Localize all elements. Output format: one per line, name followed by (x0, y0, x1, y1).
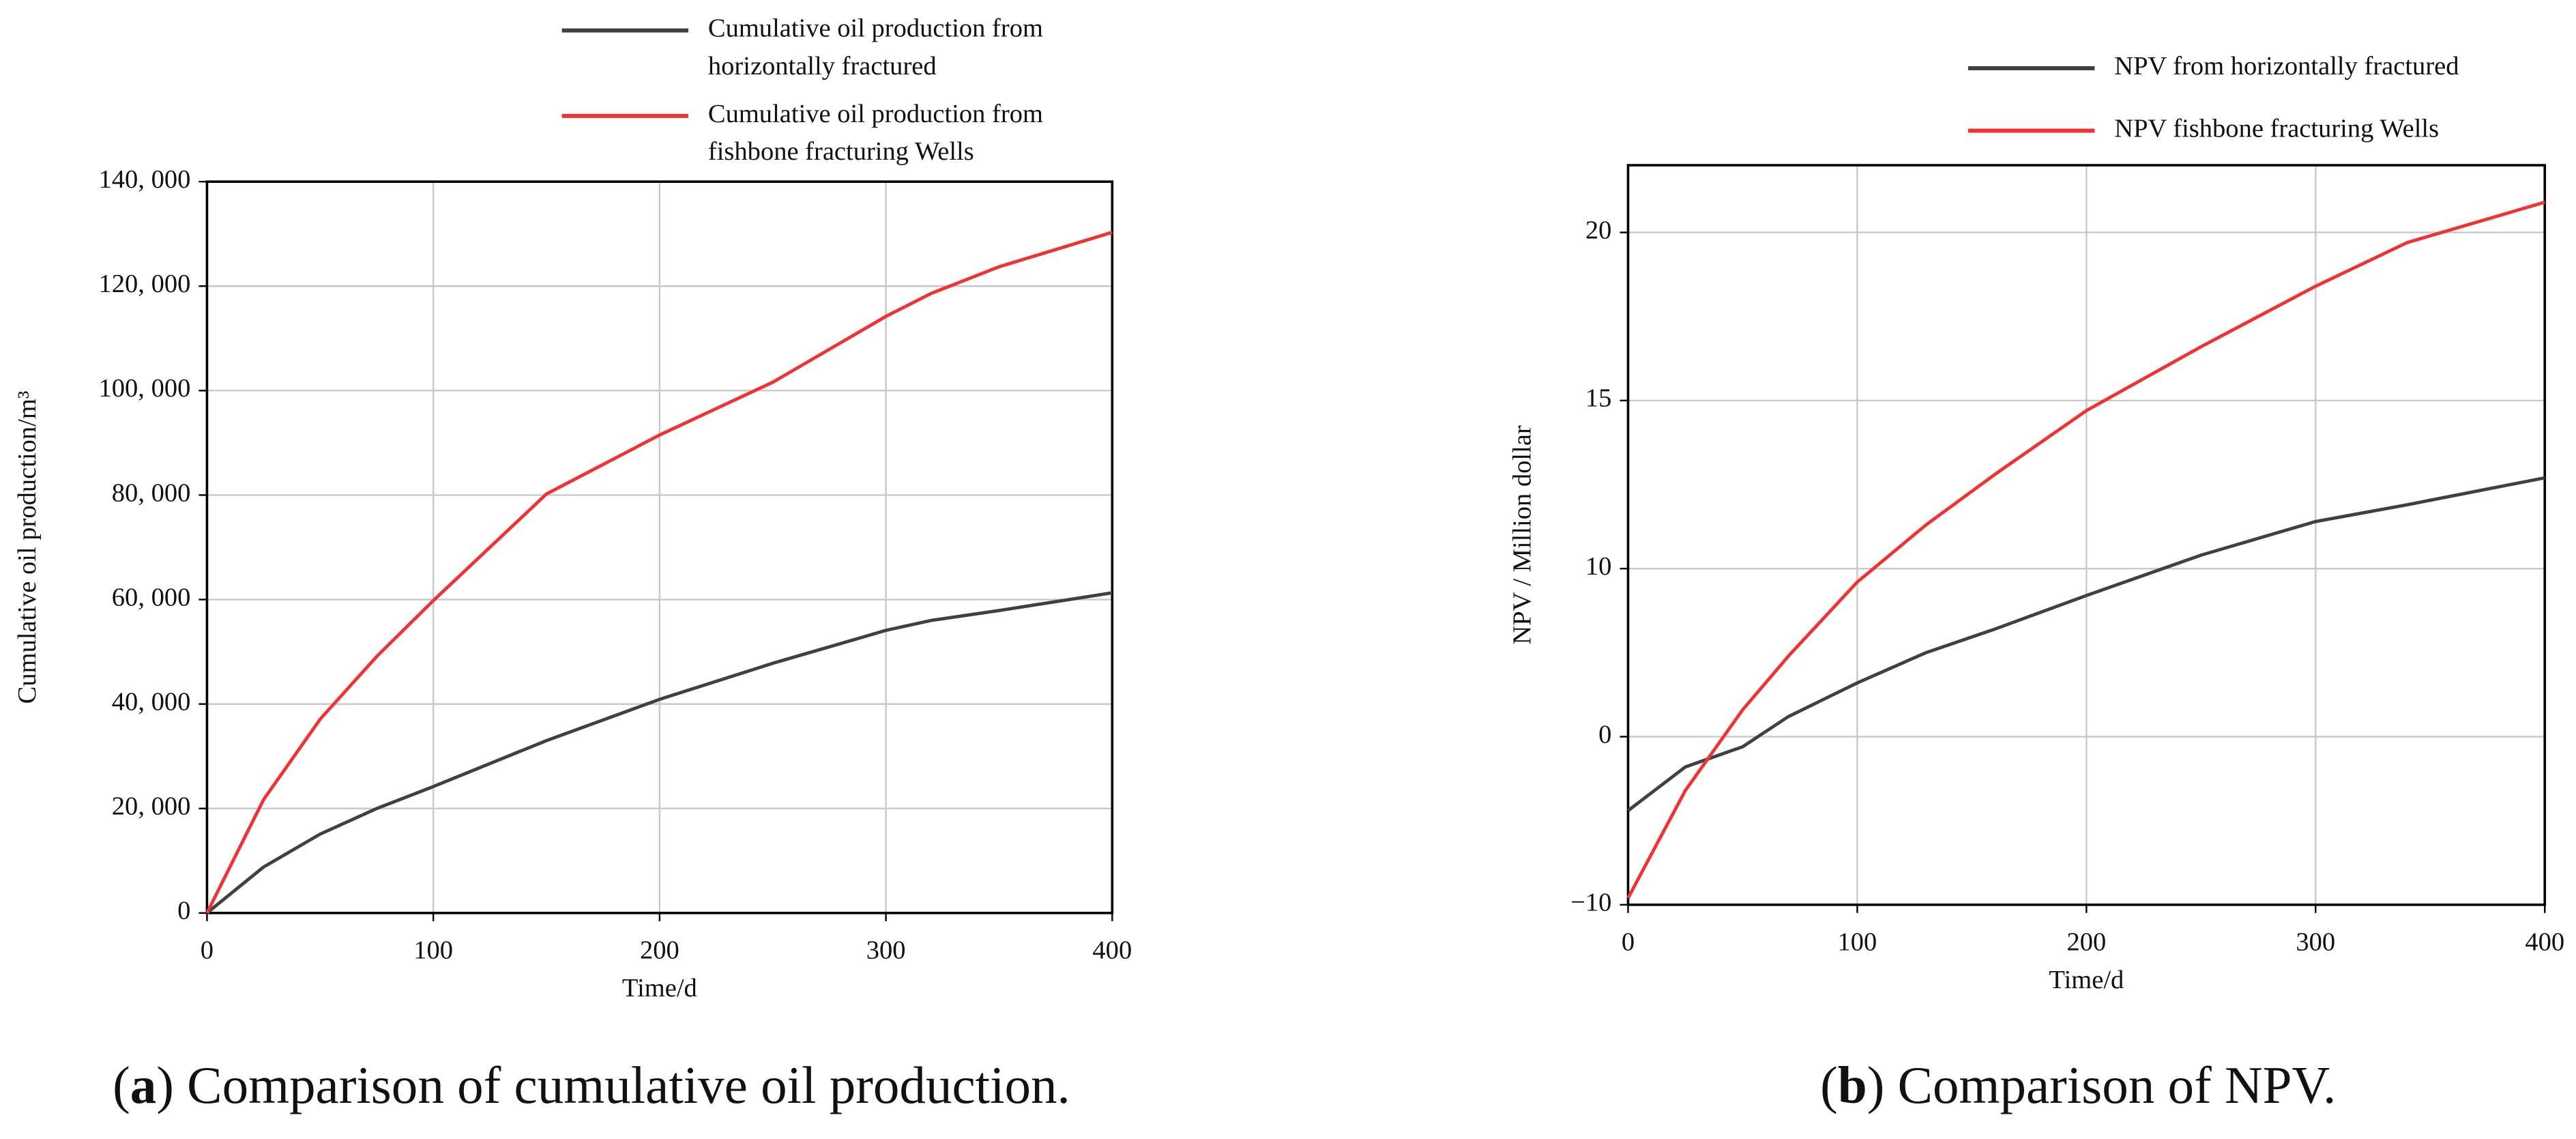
legend-label: Cumulative oil production from horizontal… (708, 14, 1043, 80)
x-tick-label: 200 (640, 936, 679, 964)
y-tick-label: 15 (1585, 384, 1612, 413)
y-tick-label: 120, 000 (99, 270, 191, 298)
x-tick-label: 400 (1092, 936, 1132, 964)
x-axis-label: Time/d (2049, 966, 2124, 994)
y-tick-label: 100, 000 (99, 374, 191, 403)
x-tick-label: 300 (866, 936, 906, 964)
x-tick-label: 100 (413, 936, 453, 964)
x-tick-label: 0 (201, 936, 214, 964)
y-tick-label: 0 (1598, 720, 1611, 749)
caption-part: ( (1820, 1056, 1838, 1114)
x-axis-label: Time/d (622, 974, 697, 1003)
caption-part: ) Comparison of cumulative oil productio… (156, 1056, 1070, 1114)
x-tick-label: 300 (2296, 927, 2335, 956)
plot-frame (205, 180, 1114, 914)
x-tick-label: 200 (2066, 927, 2106, 956)
y-tick-label: 40, 000 (112, 687, 191, 716)
legend-label: NPV from horizontally fractured (2114, 52, 2459, 81)
caption: (b) Comparison of NPV. (1820, 1056, 2336, 1114)
x-tick-label: 400 (2525, 927, 2564, 956)
caption: (a) Comparison of cumulative oil product… (113, 1056, 1070, 1114)
caption-part: a (130, 1056, 157, 1114)
y-tick-label: 20 (1585, 216, 1612, 244)
caption-part: ) Comparison of NPV. (1867, 1056, 2337, 1114)
y-tick-label: 80, 000 (112, 478, 191, 507)
x-tick-label: 100 (1838, 927, 1877, 956)
series-line (1627, 476, 2545, 812)
y-tick-label: −10 (1570, 889, 1611, 917)
series-line (205, 591, 1113, 914)
y-tick-label: 10 (1585, 552, 1612, 581)
caption-part: b (1838, 1056, 1867, 1114)
plot-frame (1626, 164, 2547, 906)
y-tick-label: 20, 000 (112, 792, 191, 821)
y-tick-label: 60, 000 (112, 583, 191, 611)
legend-label: Cumulative oil production from fishbone f… (708, 100, 1043, 166)
y-axis-label: NPV / Million dollar (1508, 425, 1537, 645)
y-tick-label: 0 (177, 897, 190, 925)
y-axis-label: Cumulative oil production/m³ (13, 391, 42, 704)
series-line (1626, 200, 2545, 899)
x-tick-label: 0 (1622, 927, 1635, 956)
series-line (205, 231, 1113, 914)
caption-part: ( (113, 1056, 130, 1114)
legend-label: NPV fishbone fracturing Wells (2114, 114, 2439, 143)
y-tick-label: 140, 000 (99, 165, 191, 194)
